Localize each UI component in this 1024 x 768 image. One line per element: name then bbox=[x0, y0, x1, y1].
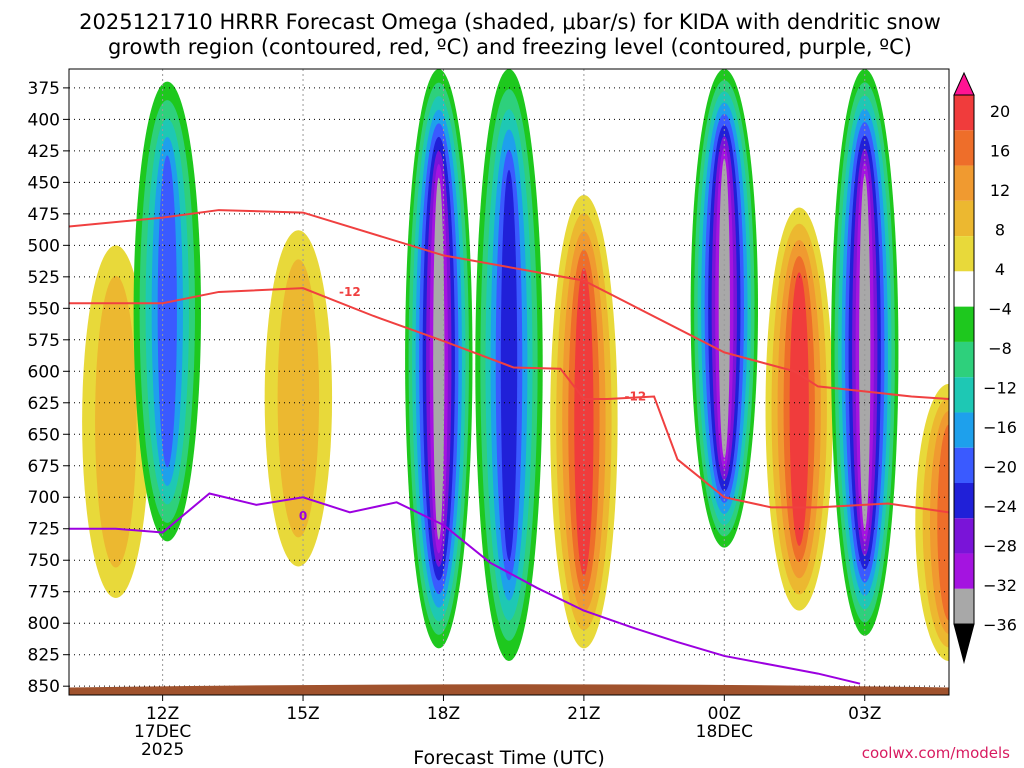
omega-contour-band bbox=[433, 177, 445, 540]
y-tick-label: 400 bbox=[28, 110, 60, 130]
y-tick-label: 550 bbox=[28, 299, 60, 319]
omega-column bbox=[690, 69, 759, 548]
colorbar-swatch bbox=[954, 306, 974, 342]
y-tick-label: 500 bbox=[28, 236, 60, 256]
x-tick-label: 12Z bbox=[146, 704, 179, 724]
omega-column bbox=[550, 194, 618, 649]
colorbar-swatch bbox=[954, 165, 974, 201]
y-tick-label: 600 bbox=[28, 362, 60, 382]
omega-contour-band bbox=[937, 424, 949, 621]
colorbar-label: 8 bbox=[995, 221, 1005, 240]
colorbar-label: −28 bbox=[983, 537, 1017, 556]
y-tick-label: 475 bbox=[28, 205, 60, 225]
y-tick-label: 825 bbox=[28, 646, 60, 666]
y-tick-label: 425 bbox=[28, 142, 60, 162]
y-tick-label: 525 bbox=[28, 268, 60, 288]
colorbar-arrow-top bbox=[953, 71, 975, 96]
colorbar-label: −8 bbox=[988, 339, 1012, 358]
colorbar-label: −24 bbox=[983, 497, 1017, 516]
omega-contour-band bbox=[95, 275, 137, 568]
y-tick-label: 675 bbox=[28, 457, 60, 477]
x-tick-label: 03Z bbox=[848, 704, 881, 724]
chart-title-line2: growth region (contoured, red, ºC) and f… bbox=[108, 35, 912, 59]
y-tick-label: 700 bbox=[28, 488, 60, 508]
x-tick-date: 17DEC bbox=[134, 722, 191, 742]
omega-contour-band bbox=[574, 267, 594, 576]
contour-label: -12 bbox=[339, 285, 361, 299]
colorbar: 20 16 12 8 4 −4 −8 −12 −16 −20 −24 −28 −32 −36 bbox=[953, 71, 1017, 665]
terrain-fill bbox=[69, 684, 949, 695]
omega-column bbox=[82, 245, 150, 599]
colorbar-swatch bbox=[954, 447, 974, 484]
colorbar-swatch bbox=[954, 588, 974, 625]
contour-label: -12 bbox=[625, 389, 647, 403]
x-tick-year: 2025 bbox=[141, 740, 184, 760]
colorbar-swatch bbox=[954, 412, 974, 448]
colorbar-swatch bbox=[954, 271, 974, 307]
y-tick-label: 450 bbox=[28, 173, 60, 193]
y-tick-label: 800 bbox=[28, 614, 60, 634]
contour-line-dgz_bottom_-12C bbox=[69, 287, 949, 514]
omega-column bbox=[405, 69, 473, 649]
x-tick-label: 00Z bbox=[708, 704, 741, 724]
y-tick-label: 625 bbox=[28, 394, 60, 414]
chart-title-line1: 2025121710 HRRR Forecast Omega (shaded, … bbox=[79, 10, 941, 34]
colorbar-swatch bbox=[954, 95, 974, 131]
omega-column bbox=[915, 383, 949, 661]
colorbar-swatch bbox=[954, 341, 974, 378]
contour-labels: -12 -12 0 bbox=[299, 285, 646, 523]
omega-contour-band bbox=[859, 175, 871, 530]
omega-shading bbox=[82, 69, 949, 661]
colorbar-label: −12 bbox=[983, 379, 1017, 398]
colorbar-swatch bbox=[954, 130, 974, 166]
omega-contour-band bbox=[277, 259, 320, 538]
y-tick-label: 750 bbox=[28, 551, 60, 571]
colorbar-swatch bbox=[954, 377, 974, 413]
colorbar-label: 12 bbox=[990, 181, 1010, 200]
colorbar-label: −36 bbox=[983, 616, 1017, 635]
contour-lines bbox=[69, 209, 949, 685]
y-tick-label: 850 bbox=[28, 677, 60, 697]
colorbar-swatch bbox=[954, 236, 974, 272]
plot-area: -12 -12 0 bbox=[69, 69, 949, 695]
y-tick-label: 650 bbox=[28, 425, 60, 445]
omega-column bbox=[831, 69, 899, 636]
colorbar-swatch bbox=[954, 483, 974, 519]
plot-frame bbox=[68, 68, 950, 696]
contour-line-dgz_top_-18C bbox=[69, 209, 949, 401]
y-tick-label: 775 bbox=[28, 583, 60, 603]
contour-line-freezing_level_0C bbox=[69, 492, 861, 685]
contour-label: 0 bbox=[299, 509, 307, 523]
colorbar-arrow-bottom bbox=[953, 623, 975, 665]
y-tick-label: 725 bbox=[28, 520, 60, 540]
omega-contour-band bbox=[789, 272, 809, 546]
y-axis: 375 400 425 450 475 500 525 550 575 600 625 650 675 7… bbox=[28, 79, 69, 697]
credit-link[interactable]: coolwx.com/models bbox=[862, 744, 1010, 762]
colorbar-swatch bbox=[954, 518, 974, 554]
y-tick-label: 575 bbox=[28, 331, 60, 351]
x-tick-label: 21Z bbox=[567, 704, 600, 724]
omega-column bbox=[765, 207, 833, 611]
colorbar-swatch bbox=[954, 553, 974, 589]
colorbar-label: 20 bbox=[990, 102, 1010, 121]
x-tick-date: 18DEC bbox=[696, 722, 753, 742]
colorbar-label: −16 bbox=[983, 418, 1017, 437]
x-tick-label: 18Z bbox=[427, 704, 460, 724]
colorbar-label: −4 bbox=[988, 300, 1012, 319]
colorbar-label: −20 bbox=[983, 458, 1017, 477]
colorbar-label: 4 bbox=[995, 260, 1005, 279]
colorbar-label: 16 bbox=[990, 142, 1010, 161]
x-axis-label: Forecast Time (UTC) bbox=[413, 747, 604, 768]
omega-column bbox=[133, 81, 201, 542]
y-tick-label: 375 bbox=[28, 79, 60, 99]
omega-column bbox=[264, 230, 333, 567]
omega-contour-band bbox=[157, 155, 177, 468]
x-tick-label: 15Z bbox=[286, 704, 319, 724]
colorbar-swatch bbox=[954, 200, 974, 237]
colorbar-label: −32 bbox=[983, 576, 1017, 595]
